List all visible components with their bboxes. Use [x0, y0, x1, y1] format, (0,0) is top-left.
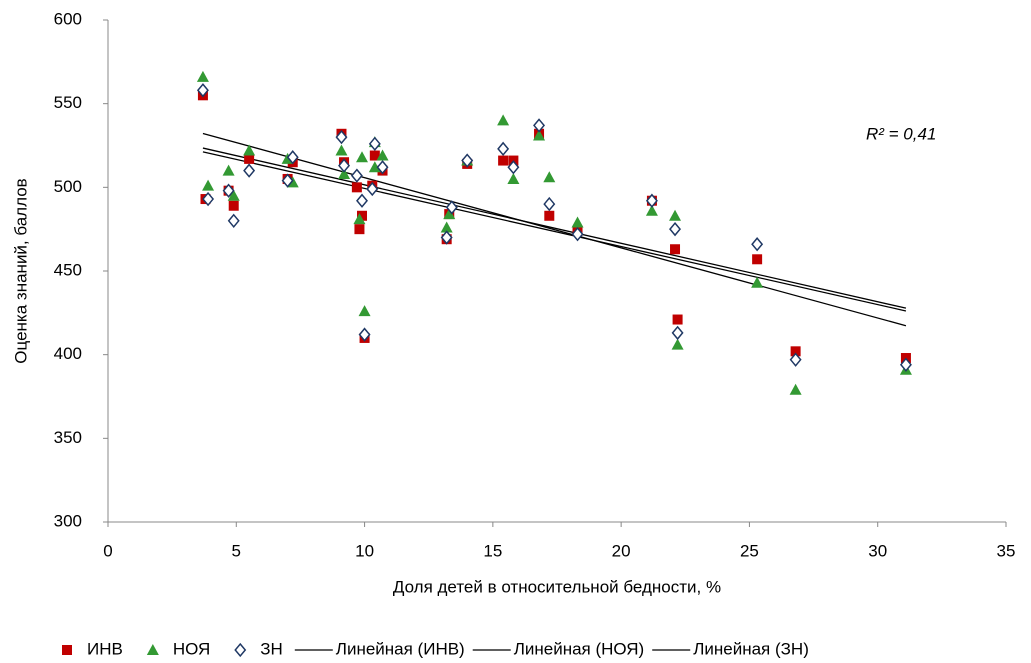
- point: [356, 193, 368, 208]
- y-tick-label: 500: [54, 177, 82, 196]
- point: [497, 141, 510, 157]
- legend-label: НОЯ: [173, 639, 210, 658]
- legend-marker: [62, 645, 72, 655]
- point: [227, 213, 240, 228]
- point: [752, 254, 763, 265]
- point: [281, 173, 294, 188]
- point: [543, 196, 556, 212]
- point: [350, 168, 363, 183]
- point: [368, 136, 381, 151]
- point: [376, 149, 389, 161]
- point: [376, 160, 389, 175]
- point: [202, 191, 215, 207]
- point: [202, 179, 215, 191]
- y-tick-label: 450: [54, 260, 82, 279]
- point: [789, 352, 802, 367]
- x-tick-label: 15: [483, 541, 502, 560]
- annotation: R² = 0,41: [866, 124, 936, 143]
- y-tick-label: 550: [54, 93, 82, 112]
- point: [669, 209, 682, 221]
- point: [672, 314, 683, 325]
- point: [498, 155, 509, 166]
- point: [461, 153, 474, 168]
- point: [243, 163, 256, 178]
- legend-label: Линейная (ЗН): [693, 639, 809, 658]
- x-tick-label: 20: [612, 541, 631, 560]
- point: [544, 210, 555, 221]
- point: [351, 182, 362, 193]
- y-tick-label: 350: [54, 428, 82, 447]
- point: [196, 70, 209, 82]
- x-tick-label: 10: [355, 541, 374, 560]
- point: [338, 158, 351, 173]
- x-tick-label: 5: [232, 541, 241, 560]
- point: [228, 200, 239, 211]
- trend-line: [202, 132, 907, 327]
- point: [366, 181, 379, 197]
- point: [338, 167, 351, 179]
- point: [533, 118, 546, 133]
- point: [507, 160, 520, 175]
- point: [243, 144, 256, 156]
- point: [440, 221, 453, 233]
- x-axis-label: Доля детей в относительной бедности, %: [393, 577, 721, 596]
- point: [507, 172, 520, 184]
- point: [227, 189, 240, 201]
- x-tick-label: 0: [103, 541, 112, 560]
- point: [440, 230, 453, 245]
- point: [358, 327, 371, 342]
- legend-label: ИНВ: [87, 639, 123, 658]
- point: [645, 193, 658, 208]
- point: [671, 338, 684, 350]
- y-tick-label: 300: [54, 511, 82, 530]
- point: [645, 204, 658, 216]
- point: [543, 171, 556, 183]
- point: [790, 346, 801, 357]
- y-axis-label: Оценка знаний, баллов: [11, 178, 30, 363]
- x-tick-label: 25: [740, 541, 759, 560]
- y-tick-label: 400: [54, 344, 82, 363]
- point: [353, 213, 366, 225]
- point: [358, 305, 371, 317]
- point: [751, 276, 764, 288]
- point: [899, 357, 912, 372]
- point: [533, 129, 546, 141]
- point: [222, 164, 235, 176]
- point: [244, 153, 255, 164]
- trend-line: [202, 147, 907, 309]
- point: [335, 144, 348, 156]
- legend-label: Линейная (ИНВ): [336, 639, 465, 658]
- legend-label: Линейная (НОЯ): [514, 639, 645, 658]
- point: [571, 227, 584, 242]
- point: [751, 237, 764, 252]
- point: [196, 83, 209, 98]
- point: [222, 183, 235, 198]
- point: [671, 325, 684, 341]
- point: [356, 151, 369, 163]
- y-tick-label: 600: [54, 9, 82, 28]
- point: [445, 200, 458, 215]
- point: [571, 216, 584, 228]
- point: [335, 129, 348, 145]
- point: [368, 161, 381, 173]
- point: [354, 224, 365, 235]
- point: [670, 244, 681, 255]
- trend-line: [202, 151, 907, 312]
- x-tick-label: 35: [997, 541, 1016, 560]
- legend-marker: [234, 642, 247, 658]
- point: [357, 210, 368, 221]
- point: [286, 150, 299, 165]
- point: [497, 114, 510, 126]
- x-tick-label: 30: [868, 541, 887, 560]
- point: [369, 150, 380, 161]
- legend-marker: [146, 644, 159, 655]
- legend-label: ЗН: [260, 639, 283, 658]
- point: [443, 208, 456, 220]
- point: [669, 221, 681, 237]
- point: [789, 383, 802, 395]
